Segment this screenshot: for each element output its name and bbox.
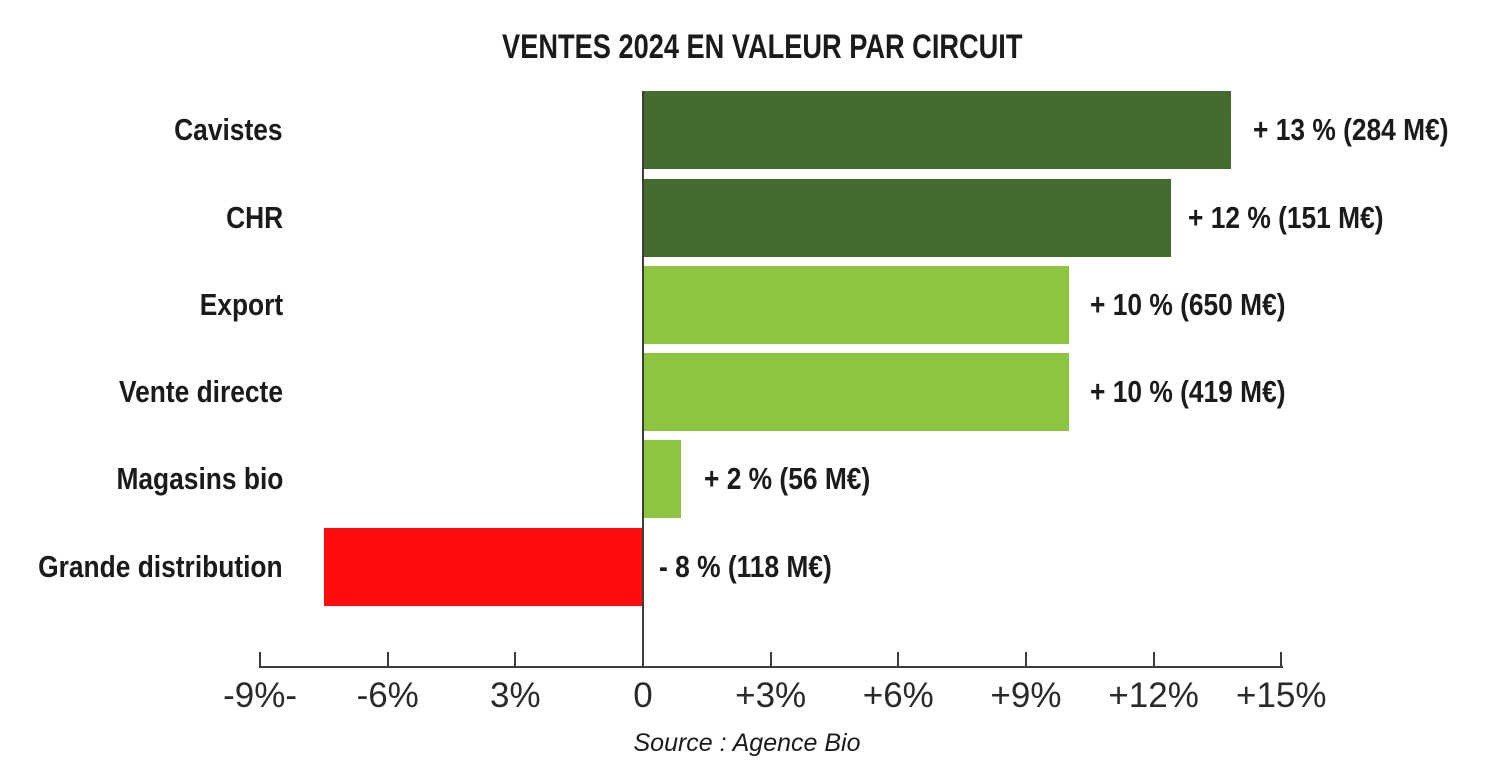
zero-baseline xyxy=(642,91,644,668)
bar-cavistes xyxy=(643,91,1232,169)
x-tick-label: 0 xyxy=(633,676,653,715)
x-tick-label: +12% xyxy=(1108,676,1199,715)
bar-magasins-bio xyxy=(643,440,682,518)
source-caption: Source : Agence Bio xyxy=(633,729,861,757)
category-label-grande-distribution: Grande distribution xyxy=(38,548,283,584)
chart-title: VENTES 2024 EN VALEUR PAR CIRCUIT xyxy=(501,28,1023,66)
bar-export xyxy=(643,266,1069,344)
value-label-chr: + 12 % (151 M€) xyxy=(1188,199,1384,235)
x-tick xyxy=(897,652,900,666)
value-label-export: + 10 % (650 M€) xyxy=(1090,287,1286,322)
x-tick xyxy=(1152,652,1155,666)
x-tick xyxy=(386,652,389,666)
x-axis-line xyxy=(259,666,1283,668)
category-label-cavistes: Cavistes xyxy=(174,112,283,147)
x-tick xyxy=(259,652,262,666)
value-label-grande-distribution: - 8 % (118 M€) xyxy=(659,548,832,584)
x-tick-label: -6% xyxy=(356,676,419,715)
x-tick-label: 3% xyxy=(490,676,541,715)
x-tick xyxy=(1280,652,1283,666)
value-label-magasins-bio: + 2 % (56 M€) xyxy=(704,461,871,496)
x-tick-label: -9%- xyxy=(223,676,297,715)
category-label-vente-directe: Vente directe xyxy=(118,374,283,409)
category-label-magasins-bio: Magasins bio xyxy=(116,461,283,496)
x-tick-label: +15% xyxy=(1236,676,1327,715)
category-label-chr: CHR xyxy=(225,199,283,235)
bar-vente-directe xyxy=(643,353,1069,431)
bar-chr xyxy=(643,178,1171,257)
value-label-vente-directe: + 10 % (419 M€) xyxy=(1090,374,1286,409)
bar-grande-distribution xyxy=(323,527,643,606)
x-tick xyxy=(769,652,772,666)
x-tick xyxy=(1024,652,1027,666)
x-tick xyxy=(514,652,517,666)
category-label-export: Export xyxy=(199,287,283,322)
value-label-cavistes: + 13 % (284 M€) xyxy=(1253,112,1449,147)
x-tick-label: +9% xyxy=(990,676,1062,715)
x-tick-label: +3% xyxy=(735,676,807,715)
x-tick-label: +6% xyxy=(862,676,934,715)
